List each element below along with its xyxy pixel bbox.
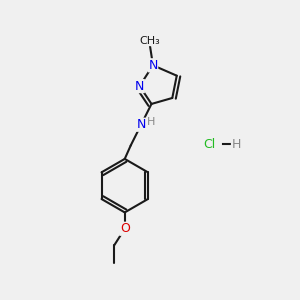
- Text: H: H: [232, 138, 241, 151]
- Text: O: O: [120, 222, 130, 235]
- Text: H: H: [147, 117, 156, 127]
- Text: Cl: Cl: [203, 138, 216, 151]
- Text: N: N: [136, 118, 146, 131]
- Text: CH₃: CH₃: [140, 36, 160, 46]
- Text: N: N: [135, 80, 144, 93]
- Text: N: N: [148, 59, 158, 72]
